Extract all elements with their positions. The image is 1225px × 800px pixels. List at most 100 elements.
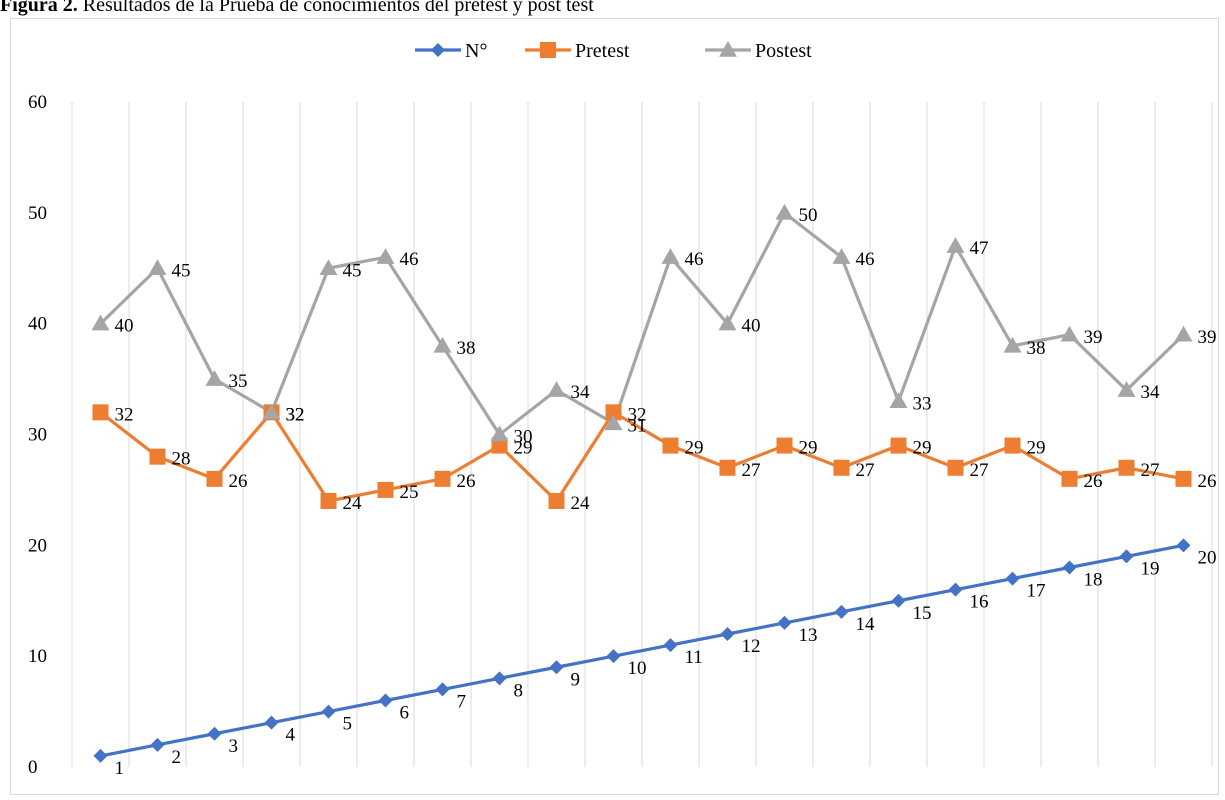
data-label-triangle: 34 [571,382,591,403]
series-line-triangle [99,211,1185,437]
data-label-diamond: 16 [970,592,989,613]
data-label-square: 29 [1027,438,1046,459]
data-point-diamond [720,627,735,641]
data-point-square [434,470,451,487]
legend-label-square: Pretest [575,40,630,62]
data-label-triangle: 35 [229,371,248,392]
data-point-square [1175,470,1192,487]
data-label-square: 26 [457,471,476,492]
data-point-triangle [319,259,338,275]
data-label-triangle: 39 [1198,327,1217,348]
data-point-diamond [321,704,336,719]
data-point-diamond [777,615,792,630]
data-label-triangle: 45 [172,260,191,281]
data-label-triangle: 30 [514,427,533,448]
data-point-square [890,437,907,454]
gridlines [71,102,1213,767]
data-point-triangle [1060,325,1079,342]
data-point-triangle [718,314,737,331]
data-label-diamond: 7 [457,691,467,712]
data-label-triangle: 46 [400,249,419,270]
data-label-triangle: 33 [913,393,932,414]
data-point-square [92,404,109,421]
data-point-diamond [663,638,678,653]
data-point-diamond [492,671,507,686]
data-label-diamond: 11 [685,647,703,668]
data-point-diamond [207,726,222,741]
data-label-diamond: 19 [1141,558,1160,579]
data-point-diamond [834,604,849,619]
data-label-triangle: 46 [856,249,875,270]
data-point-square [1118,459,1135,476]
data-label-diamond: 3 [229,736,239,757]
data-label-triangle: 46 [685,249,704,270]
data-label-triangle: 40 [742,316,761,337]
data-label-diamond: 13 [799,625,818,646]
data-point-triangle [433,336,452,353]
data-point-triangle [1003,336,1022,353]
data-label-diamond: 9 [571,669,581,690]
data-point-square [491,437,508,454]
legend: N° Pretest Postest [415,40,812,62]
data-point-square [662,437,679,454]
data-label-diamond: 15 [913,603,932,624]
data-point-diamond [435,682,450,697]
data-point-square [320,493,337,509]
y-tick-label: 0 [28,757,38,778]
data-label-square: 26 [1198,471,1217,492]
data-point-triangle [1117,381,1136,397]
data-point-triangle [148,259,167,275]
data-label-square: 26 [1084,471,1103,492]
data-point-square [776,437,793,454]
data-label-triangle: 39 [1084,327,1103,348]
data-label-square: 27 [856,460,875,481]
data-label-triangle: 32 [286,404,305,425]
data-point-square [833,459,850,476]
data-label-square: 24 [571,493,591,514]
y-tick-label: 60 [28,92,47,113]
data-point-diamond [549,660,564,675]
data-label-triangle: 45 [343,260,362,281]
data-label-square: 32 [115,404,134,425]
data-label-diamond: 6 [400,703,410,724]
data-point-triangle [1174,325,1193,342]
data-point-triangle [490,425,509,442]
data-point-triangle [889,392,908,408]
y-tick-label: 40 [28,314,47,335]
data-point-square [947,459,964,476]
data-point-triangle [376,248,395,264]
data-point-diamond [93,748,108,763]
y-axis-ticks: 0 10 20 30 40 50 60 [28,92,47,778]
data-point-diamond [891,593,906,608]
data-point-triangle [547,381,566,397]
data-label-square: 26 [229,471,248,492]
data-point-square [377,481,394,498]
data-label-diamond: 1 [115,758,125,779]
data-point-triangle [775,203,794,220]
data-label-square: 32 [628,404,647,425]
data-label-diamond: 8 [514,680,524,701]
data-point-square [149,448,166,465]
data-label-square: 27 [970,460,989,481]
data-label-triangle: 34 [1141,382,1161,403]
data-label-triangle: 47 [970,238,989,259]
data-label-square: 27 [742,460,761,481]
data-point-square [1061,470,1078,487]
data-point-square [605,404,622,421]
data-label-square: 29 [685,438,704,459]
data-point-triangle [604,414,623,431]
data-point-triangle [205,370,224,386]
data-point-diamond [1062,560,1077,575]
data-labels: 1234567891011121314151617181920322826322… [115,205,1217,779]
y-tick-label: 30 [28,425,47,446]
legend-marker-triangle [719,41,737,57]
data-label-square: 27 [1141,460,1160,481]
data-point-diamond [1119,549,1134,564]
figure-caption-text: Resultados de la Prueba de conocimientos… [82,0,594,16]
data-point-diamond [1005,571,1020,586]
data-label-square: 29 [913,438,932,459]
series-lines [99,211,1185,758]
data-label-square: 24 [343,493,363,514]
data-point-diamond [1176,538,1191,553]
